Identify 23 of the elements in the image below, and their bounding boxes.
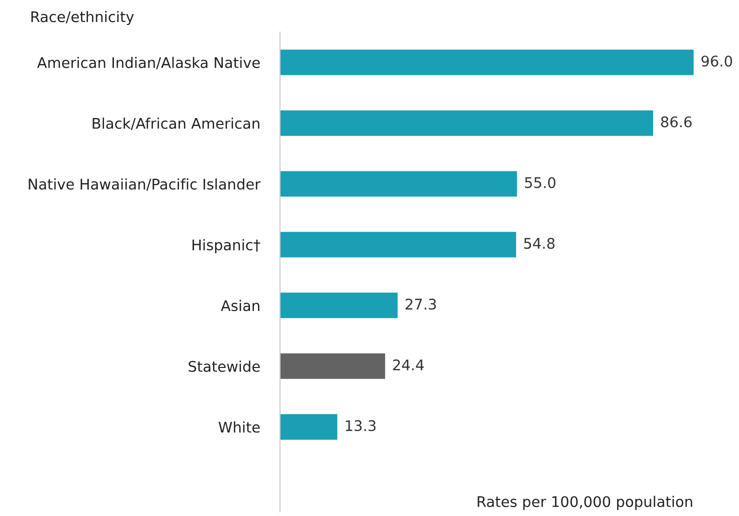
y-tick-label: American Indian/Alaska Native xyxy=(37,56,260,70)
y-tick-label: White xyxy=(218,421,260,433)
data-label: 54.8 xyxy=(524,238,555,249)
bar xyxy=(280,110,654,136)
bar xyxy=(280,232,516,258)
y-tick-label: Statewide xyxy=(188,360,260,372)
bar xyxy=(280,292,398,318)
data-label: 13.3 xyxy=(346,420,376,432)
y-axis-title: Race/ethnicity xyxy=(31,10,134,26)
x-axis-title: Rates per 100,000 population xyxy=(478,496,692,510)
bar xyxy=(280,414,338,440)
y-tick-label: Asian xyxy=(220,300,260,312)
bar xyxy=(280,353,386,379)
y-tick-label: Hispanic† xyxy=(192,239,260,254)
data-label: 24.4 xyxy=(393,359,424,370)
bar xyxy=(280,171,517,197)
data-label: 96.0 xyxy=(702,56,732,67)
data-label: 27.3 xyxy=(406,298,436,310)
data-label: 55.0 xyxy=(525,177,556,188)
y-tick-label: Native Hawaiian/Pacific Islander xyxy=(28,178,261,191)
bar xyxy=(280,50,694,76)
data-label: 86.6 xyxy=(661,116,692,128)
y-tick-label: Black/African American xyxy=(92,118,260,130)
